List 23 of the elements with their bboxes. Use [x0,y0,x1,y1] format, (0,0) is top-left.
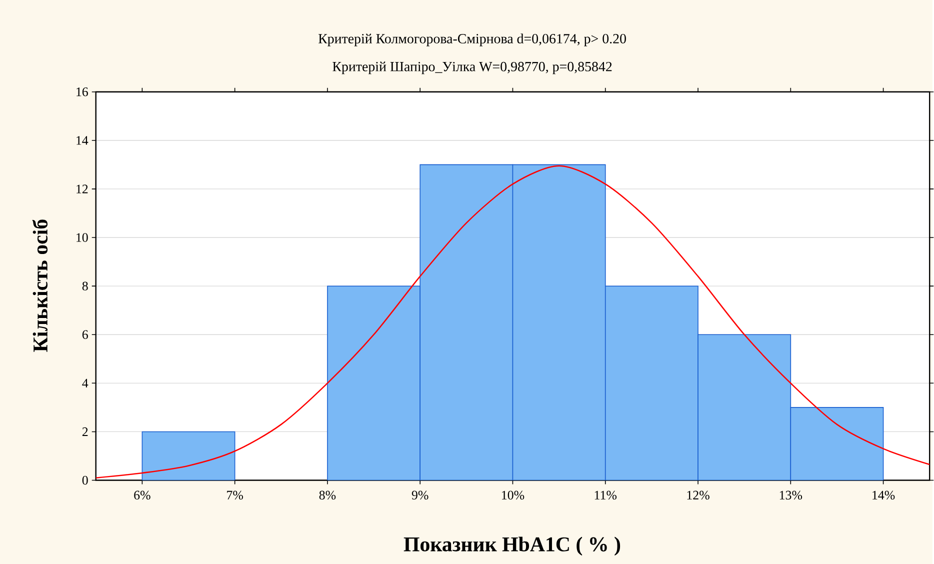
x-tick-label: 14% [872,490,895,500]
x-tick-label: 7% [227,490,243,500]
x-tick-label: 6% [134,490,150,500]
x-tick-label: 9% [412,490,428,500]
x-axis-title: Показник HbA1C ( % ) [404,536,620,556]
x-tick-label: 10% [502,490,524,500]
x-tick-label: 13% [780,490,802,500]
chart-subtitle: Критерій Шапіро_Уілка W=0,98770, p=0,85842 [332,62,612,74]
y-tick-label: 0 [82,476,88,485]
chart-title: Критерій Колмогорова-Смірнова d=0,06174, p> 0.20 [318,34,626,46]
x-tick-label: 12% [687,490,710,500]
y-tick-label: 12 [76,184,88,194]
y-tick-label: 10 [76,233,88,242]
line-series [96,165,930,478]
y-tick-label: 6 [82,330,88,339]
y-axis-title: Кількість осіб [32,220,48,352]
y-tick-label: 8 [82,282,88,290]
y-tick-label: 4 [82,378,88,388]
y-tick-label: 14 [76,136,88,145]
x-tick-label: 11% [594,490,617,500]
y-tick-label: 2 [82,427,88,436]
x-tick-label: 8% [319,490,336,500]
y-tick-label: 16 [76,87,88,96]
